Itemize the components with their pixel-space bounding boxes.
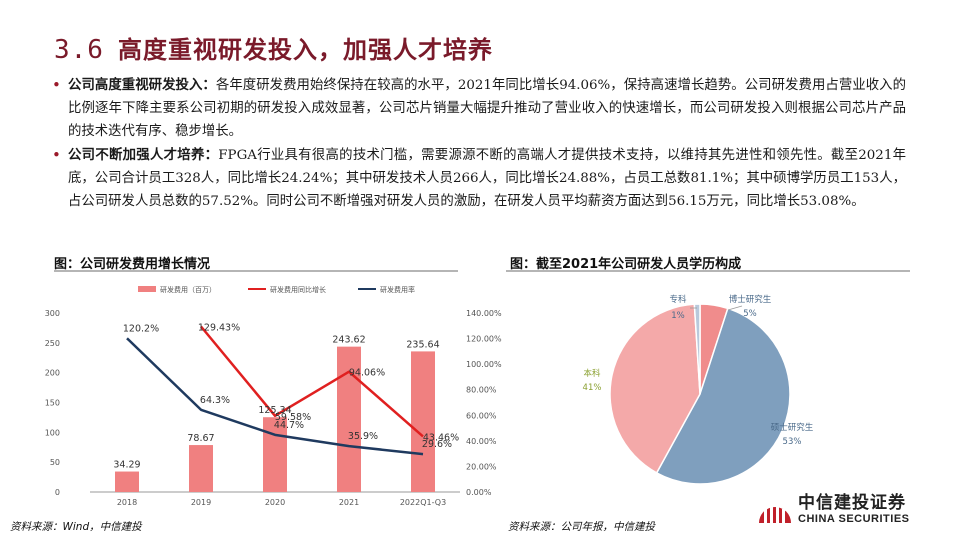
y-tick-right: 120.00% bbox=[466, 335, 502, 344]
pie-category-label: 博士研究生 bbox=[729, 294, 772, 305]
paragraph-talent: • 公司不断加强人才培养：FPGA行业具有很高的技术门槛，需要源源不断的高端人才提… bbox=[52, 144, 906, 214]
bar-data-label: 78.67 bbox=[187, 433, 214, 444]
paragraph-lead: 公司不断加强人才培养： bbox=[68, 147, 219, 163]
y-tick-left: 250 bbox=[45, 339, 60, 348]
section-number: 3.6 bbox=[54, 35, 104, 65]
y-tick-right: 140.00% bbox=[466, 309, 502, 318]
line-data-label: 29.6% bbox=[422, 439, 452, 450]
paragraph-lead: 公司高度重视研发投入： bbox=[68, 78, 216, 93]
pie-value-label: 41% bbox=[583, 383, 602, 393]
legend-label: 研发费用（百万） bbox=[160, 285, 216, 294]
bullet-icon: • bbox=[52, 145, 61, 164]
y-tick-left: 150 bbox=[45, 399, 60, 408]
y-tick-right: 40.00% bbox=[466, 437, 497, 446]
line-data-label: 120.2% bbox=[123, 323, 159, 334]
rd-expense-chart: 0 50 100 150 200 250 300 0.00% 20.00% 40.00% 60.00… bbox=[45, 285, 502, 507]
figure-divider-left bbox=[54, 270, 458, 272]
paragraph-rd-investment: • 公司高度重视研发投入：各年度研发费用始终保持在较高的水平，2021年同比增长9… bbox=[52, 74, 906, 144]
legend-swatch bbox=[138, 286, 156, 292]
y-tick-right: 60.00% bbox=[466, 411, 497, 420]
y-tick-left: 100 bbox=[45, 428, 60, 437]
line-data-label: 59.58% bbox=[275, 412, 311, 423]
y-tick-left: 200 bbox=[45, 369, 60, 378]
pie-value-label: 53% bbox=[783, 437, 802, 447]
legend-label: 研发费用率 bbox=[380, 285, 415, 294]
paragraph-body: 各年度研发费用始终保持在较高的水平，2021年同比增长94.06%，保持高速增长… bbox=[68, 78, 906, 140]
y-tick-left: 50 bbox=[50, 458, 60, 467]
source-note-left: 资料来源：Wind，中信建投 bbox=[10, 521, 142, 533]
line-data-label: 129.43% bbox=[198, 323, 240, 334]
paragraph-body: FPGA行业具有很高的技术门槛，需要源源不断的高端人才提供技术支持，以维持其先进… bbox=[68, 147, 906, 210]
figure-divider-right bbox=[506, 270, 910, 272]
logo-mark-icon bbox=[759, 504, 791, 523]
pie-category-label: 本科 bbox=[583, 368, 601, 379]
line-data-label: 35.9% bbox=[348, 431, 378, 442]
line-rd-ratio bbox=[126, 337, 424, 456]
bar-rd-expense bbox=[411, 351, 435, 492]
education-pie-chart: 博士研究生 5% 硕士研究生 53% 本科 41% 专科 1% bbox=[583, 294, 814, 485]
china-securities-logo: 中信建投证券 CHINA SECURITIES bbox=[756, 494, 910, 525]
pie-value-label: 1% bbox=[671, 311, 685, 321]
bar-data-label: 243.62 bbox=[332, 335, 365, 346]
bullet-icon: • bbox=[52, 76, 61, 94]
x-tick-label: 2018 bbox=[117, 498, 137, 507]
pie-slice bbox=[609, 303, 701, 474]
line-yoy-growth bbox=[200, 325, 424, 438]
y-tick-left: 300 bbox=[45, 309, 60, 318]
y-tick-right: 80.00% bbox=[466, 386, 497, 395]
line-data-label: 94.06% bbox=[349, 368, 385, 379]
bar-data-label: 34.29 bbox=[113, 460, 140, 471]
figure-title-right: 图：截至2021年公司研发人员学历构成 bbox=[510, 257, 742, 272]
bar-rd-expense bbox=[263, 417, 287, 492]
x-tick-label: 2022Q1-Q3 bbox=[400, 498, 446, 507]
pie-slice bbox=[655, 307, 791, 485]
page-title: 3.6 高度重视研发投入，加强人才培养 bbox=[54, 30, 493, 65]
line-data-label: 44.7% bbox=[274, 420, 304, 431]
x-tick-label: 2021 bbox=[339, 498, 359, 507]
pie-category-label: 专科 bbox=[669, 294, 687, 305]
figure-title-left: 图：公司研发费用增长情况 bbox=[54, 257, 211, 272]
source-note-right: 资料来源：公司年报，中信建投 bbox=[508, 521, 655, 533]
pie-slice bbox=[693, 303, 701, 395]
pie-value-label: 5% bbox=[743, 309, 757, 319]
y-tick-right: 100.00% bbox=[466, 360, 502, 369]
y-tick-left: 0 bbox=[55, 488, 60, 497]
logo-en-text: CHINA SECURITIES bbox=[798, 513, 910, 525]
leader-line bbox=[727, 305, 743, 311]
bar-data-label: 235.64 bbox=[406, 339, 439, 350]
line-data-label: 64.3% bbox=[200, 395, 230, 406]
y-tick-right: 0.00% bbox=[466, 488, 492, 497]
legend-label: 研发费用同比增长 bbox=[270, 285, 326, 294]
line-data-label: 43.46% bbox=[423, 432, 459, 443]
pie-category-label: 硕士研究生 bbox=[771, 422, 814, 433]
y-tick-right: 20.00% bbox=[466, 462, 497, 471]
x-tick-label: 2020 bbox=[265, 498, 285, 507]
body-text: • 公司高度重视研发投入：各年度研发费用始终保持在较高的水平，2021年同比增长9… bbox=[52, 74, 906, 214]
bar-rd-expense bbox=[189, 445, 213, 492]
bar-rd-expense bbox=[115, 471, 139, 492]
logo-cn-text: 中信建投证券 bbox=[798, 493, 906, 513]
section-title: 高度重视研发投入，加强人才培养 bbox=[117, 36, 493, 64]
x-tick-label: 2019 bbox=[191, 498, 211, 507]
bar-data-label: 125.34 bbox=[258, 405, 291, 416]
